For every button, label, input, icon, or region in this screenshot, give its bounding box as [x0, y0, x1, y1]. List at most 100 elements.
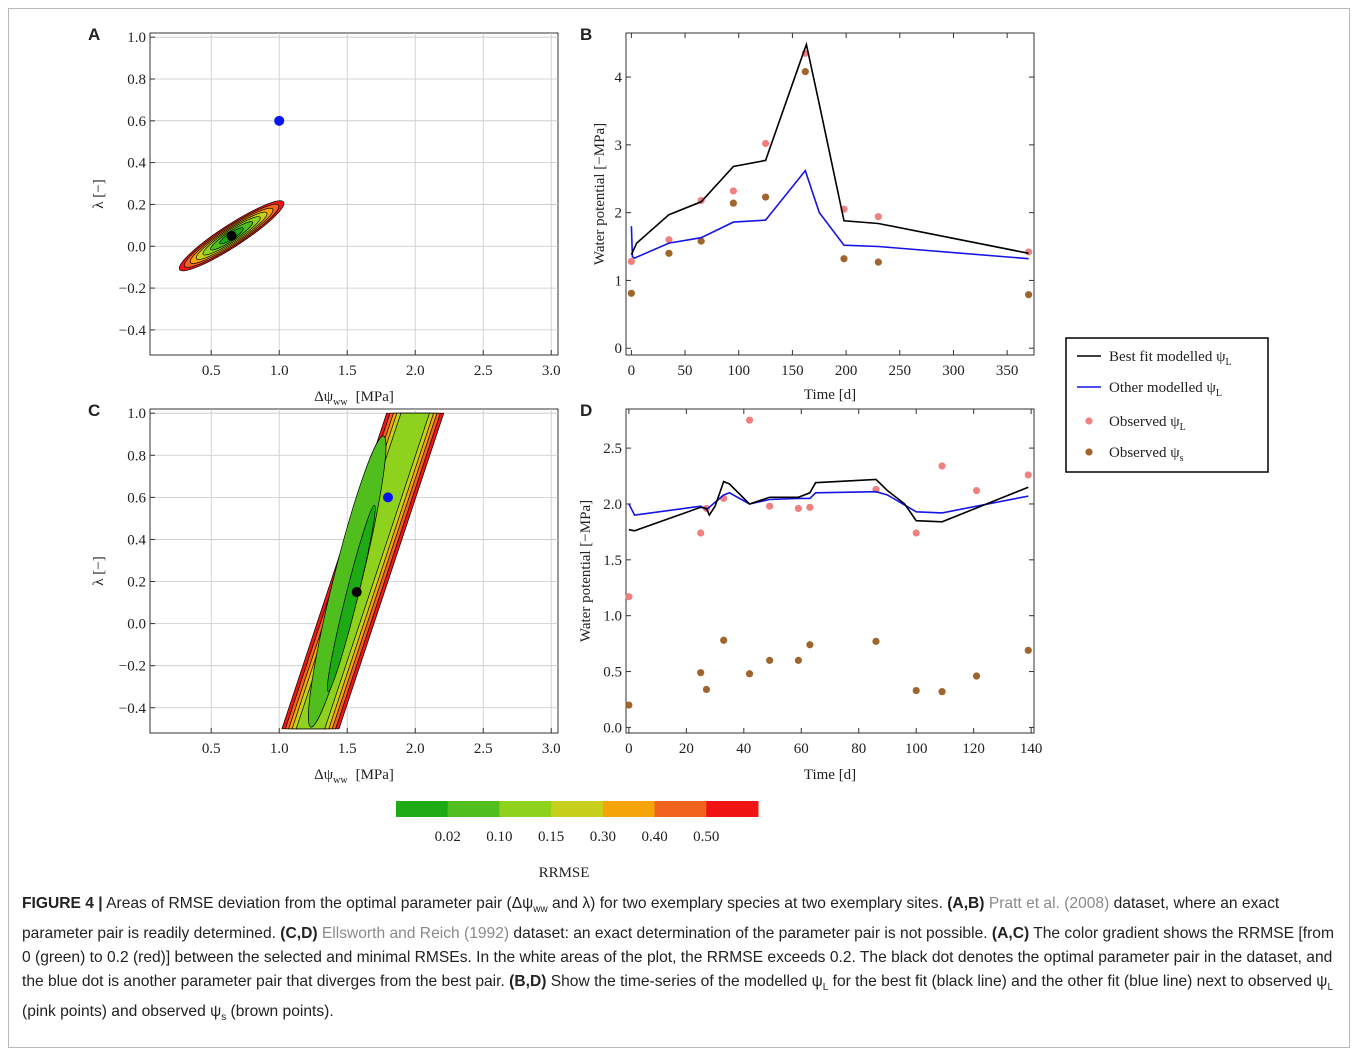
- panel-a-xlabel: Δψww [MPa]: [314, 389, 394, 408]
- y-tick-label: 2.0: [603, 497, 622, 513]
- observed-psi-s-point: [665, 249, 673, 257]
- other-fit-line: [630, 168, 1029, 260]
- x-tick-label: 120: [962, 741, 985, 757]
- panel-b-xlabel: Time [d]: [804, 387, 856, 403]
- y-tick-label: 2.5: [603, 441, 622, 457]
- y-tick-label: 1.0: [127, 30, 146, 46]
- y-tick-label: 3: [615, 138, 623, 154]
- colorbar: 0.02 0.10 0.15 0.30 0.40 0.50: [396, 801, 759, 845]
- optimal-point-dot: [351, 587, 362, 598]
- x-tick-label: 1.0: [270, 741, 289, 757]
- observed-psi-s-point: [938, 688, 946, 696]
- panel-d-series: [625, 416, 1032, 709]
- x-tick-label: 250: [889, 363, 912, 379]
- y-tick-label: −0.4: [119, 701, 147, 717]
- y-tick-label: 0.8: [127, 72, 146, 88]
- y-tick-label: −0.2: [119, 281, 146, 297]
- panel-letter-d: D: [580, 401, 592, 420]
- y-tick-label: 0.6: [127, 490, 146, 506]
- y-tick-label: 0.0: [127, 239, 146, 255]
- x-tick-label: 200: [835, 363, 858, 379]
- caption-ref-ellsworth[interactable]: Ellsworth and Reich (1992): [317, 925, 510, 943]
- x-tick-label: 80: [851, 741, 866, 757]
- observed-psi-s-point: [1024, 646, 1032, 654]
- observed-psi-l-point: [1024, 471, 1032, 479]
- observed-psi-l-point: [1025, 248, 1033, 256]
- observed-psi-l-point: [794, 504, 802, 513]
- y-tick-label: 0.4: [127, 532, 146, 548]
- x-tick-label: 50: [678, 363, 693, 379]
- caption-ref-pratt[interactable]: Pratt et al. (2008): [984, 895, 1110, 912]
- observed-psi-s-point: [720, 636, 728, 644]
- x-tick-label: 100: [905, 741, 928, 757]
- x-tick-label: 1.5: [338, 741, 357, 757]
- panel-c-axes: [149, 408, 559, 734]
- observed-psi-s-point: [840, 255, 848, 263]
- colorbar-title: RRMSE: [539, 865, 590, 881]
- observed-psi-s-point: [801, 68, 809, 76]
- observed-psi-l-point: [745, 416, 754, 424]
- x-tick-label: 0.5: [202, 741, 221, 757]
- panel-b: B 0 50 100 150 200 250 300 350 0 1 2 3 4 Time [d] Wa…: [580, 25, 1035, 403]
- observed-psi-l-point: [806, 503, 814, 511]
- x-tick-label: 2.0: [406, 741, 425, 757]
- panel-a-axes: [149, 32, 559, 356]
- other-point-dot: [274, 115, 285, 126]
- observed-psi-l-point: [627, 257, 635, 266]
- legend: Best fit modelled ψL Other modelled ψL O…: [1065, 337, 1269, 473]
- colorbar-swatch: [396, 801, 449, 817]
- panel-d-xlabel: Time [d]: [804, 767, 856, 783]
- x-tick-label: 60: [794, 741, 809, 757]
- panel-d-axes: [625, 408, 1035, 734]
- observed-psi-s-point: [697, 237, 705, 245]
- observed-psi-l-point: [665, 236, 673, 244]
- observed-psi-l-point: [729, 187, 737, 195]
- colorbar-tick-label: 0.10: [486, 829, 512, 845]
- x-tick-label: 140: [1020, 741, 1043, 757]
- legend-obs-l-marker: [1085, 417, 1093, 425]
- observed-psi-s-point: [766, 656, 774, 664]
- legend-other-label: Other modelled ψL: [1109, 380, 1222, 399]
- y-tick-label: 4: [615, 70, 623, 86]
- observed-psi-s-point: [794, 656, 802, 664]
- figure-frame: [8, 8, 1350, 1048]
- observed-psi-s-point: [872, 637, 880, 645]
- x-tick-label: 100: [727, 363, 750, 379]
- best-fit-line: [630, 41, 1029, 256]
- y-tick-label: 0.0: [603, 720, 622, 736]
- panel-d-ylabel: Water potential [−MPa]: [578, 500, 594, 642]
- y-tick-label: 0.2: [127, 575, 146, 591]
- panel-letter-c: C: [88, 401, 100, 420]
- colorbar-swatch: [551, 801, 604, 817]
- observed-psi-l-point: [697, 529, 705, 537]
- panel-b-axes: [625, 32, 1035, 356]
- observed-psi-s-point: [912, 686, 920, 695]
- legend-obs-s-marker: [1085, 448, 1093, 456]
- x-tick-label: 2.0: [406, 363, 425, 379]
- contour-band: [326, 504, 376, 692]
- y-tick-label: 1.5: [603, 553, 622, 569]
- observed-psi-s-point: [625, 701, 633, 709]
- x-tick-label: 3.0: [542, 741, 561, 757]
- x-tick-label: 300: [942, 363, 965, 379]
- y-tick-label: 0.4: [127, 156, 146, 172]
- y-tick-label: 0.0: [127, 617, 146, 633]
- observed-psi-l-point: [766, 502, 774, 510]
- panel-b-ylabel: Water potential [−MPa]: [592, 123, 608, 265]
- figure-caption: FIGURE 4 | Areas of RMSE deviation from …: [22, 895, 1334, 1024]
- x-tick-label: 3.0: [542, 363, 561, 379]
- panel-c-contours: [281, 412, 445, 730]
- observed-psi-s-point: [729, 199, 737, 207]
- observed-psi-l-point: [912, 529, 920, 537]
- colorbar-tick-label: 0.30: [590, 829, 616, 845]
- observed-psi-l-point: [938, 462, 946, 470]
- x-tick-label: 2.5: [474, 363, 493, 379]
- observed-psi-l-point: [625, 593, 633, 601]
- observed-psi-s-point: [627, 289, 635, 297]
- x-tick-label: 2.5: [474, 741, 493, 757]
- observed-psi-l-point: [761, 139, 770, 148]
- panel-letter-b: B: [580, 25, 592, 44]
- panel-c-ylabel: λ [−]: [91, 556, 107, 585]
- y-tick-label: 0.8: [127, 448, 146, 464]
- colorbar-tick-label: 0.02: [435, 829, 461, 845]
